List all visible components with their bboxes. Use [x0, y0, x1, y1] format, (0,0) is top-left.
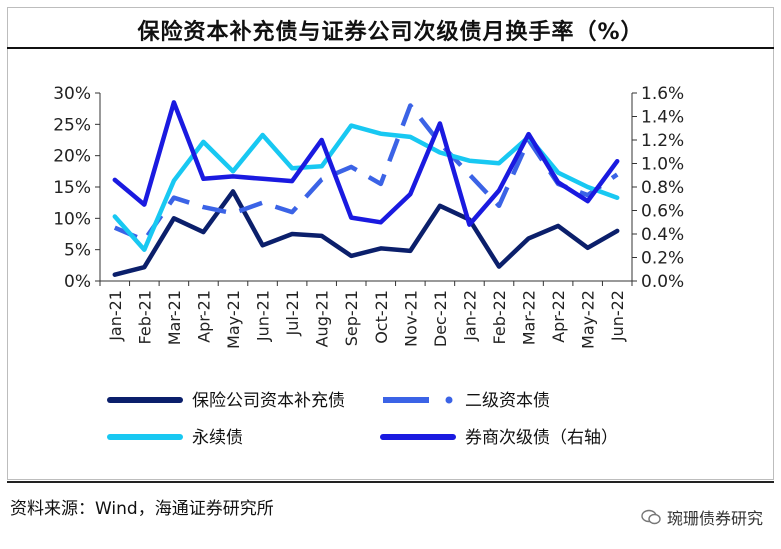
right-tick-label: 1.2% [641, 131, 684, 151]
right-tick-label: 0.2% [641, 249, 684, 269]
x-tick-label: Aug-21 [313, 290, 332, 347]
x-tick-label: Jan-22 [460, 290, 479, 342]
left-tick-label: 15% [53, 178, 91, 198]
legend-label-0: 保险公司资本补充债 [192, 391, 345, 411]
left-tick-label: 5% [64, 241, 91, 261]
x-tick-label: May-22 [579, 290, 598, 349]
right-tick-label: 0.8% [641, 178, 684, 198]
x-tick-label: Jun-22 [608, 290, 627, 342]
wechat-icon [641, 509, 661, 525]
x-tick-label: Nov-21 [401, 290, 420, 347]
right-tick-label: 0.4% [641, 225, 684, 245]
series-line-3 [112, 100, 620, 227]
source-divider [7, 481, 774, 483]
watermark: 琬珊债券研究 [641, 505, 763, 529]
x-tick-label: May-21 [224, 290, 243, 349]
left-tick-label: 0% [64, 272, 91, 292]
left-tick-label: 25% [53, 115, 91, 135]
x-tick-label: Apr-21 [194, 290, 213, 343]
x-tick-label: Feb-22 [490, 290, 509, 344]
legend-label-2: 永续债 [192, 428, 243, 448]
x-tick-label: Oct-21 [372, 290, 391, 344]
x-tick-label: Feb-21 [135, 290, 154, 344]
legend-label-3: 券商次级债（右轴） [465, 428, 618, 448]
x-tick-label: Mar-21 [165, 290, 184, 345]
left-tick-label: 30% [53, 84, 91, 104]
left-tick-label: 20% [53, 147, 91, 167]
x-tick-label: Sep-21 [342, 290, 361, 346]
x-tick-label: Mar-22 [520, 290, 539, 345]
legend-swatch-dot-1 [445, 396, 453, 404]
chart-title: 保险资本补充债与证券公司次级债月换手率（%） [137, 20, 644, 45]
watermark-text: 琬珊债券研究 [666, 509, 763, 528]
source-note: 资料来源：Wind，海通证券研究所 [10, 499, 274, 519]
x-tick-label: Jul-21 [283, 290, 302, 336]
legend-label-1: 二级资本债 [465, 391, 550, 411]
right-tick-label: 0.6% [641, 202, 684, 222]
left-tick-label: 10% [53, 209, 91, 229]
right-tick-label: 1.4% [641, 108, 684, 128]
x-tick-label: Apr-22 [549, 290, 568, 343]
series-line-1 [113, 103, 619, 243]
chart-frame [7, 7, 774, 480]
x-tick-label: Dec-21 [431, 290, 450, 347]
x-tick-label: Jan-21 [106, 290, 125, 342]
x-tick-label: Jun-21 [254, 290, 273, 342]
right-tick-label: 1.0% [641, 155, 684, 175]
right-tick-label: 1.6% [641, 84, 684, 104]
series-line-0 [112, 189, 620, 277]
right-tick-label: 0.0% [641, 272, 684, 292]
title-divider [7, 47, 774, 49]
